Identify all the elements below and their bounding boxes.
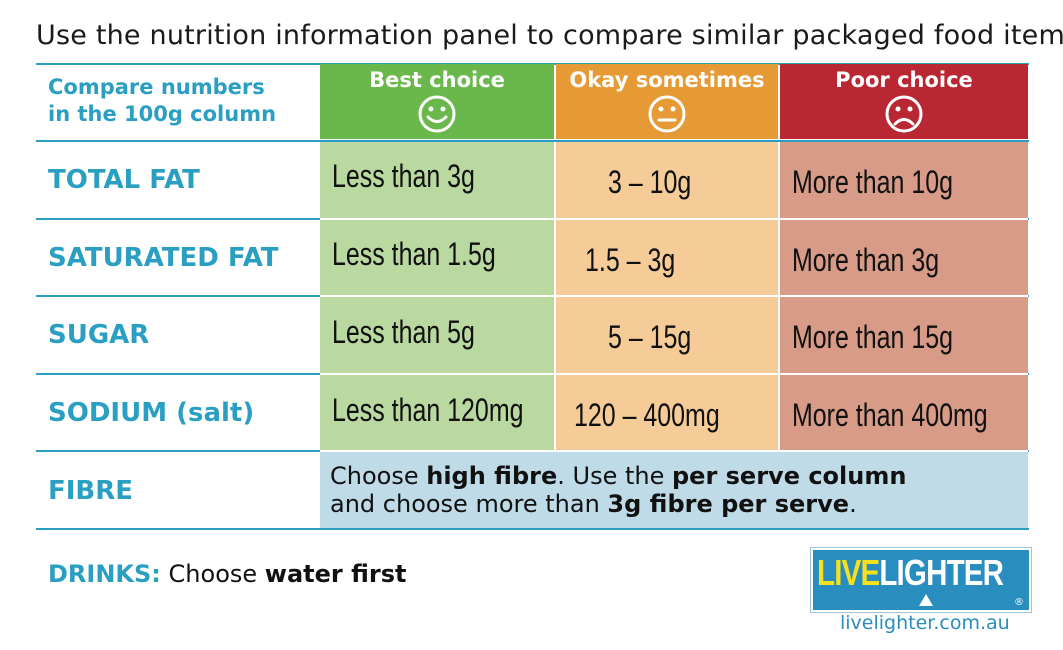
poor-choice-title: Poor choice (835, 68, 973, 92)
smile-icon (418, 95, 456, 133)
triangle-icon (919, 594, 933, 606)
cell-sugar-okay: 5 – 15g (608, 319, 692, 355)
text-span: . Use the (557, 462, 672, 490)
website-url[interactable]: livelighter.com.au (840, 612, 1010, 634)
text-span: Choose (160, 560, 265, 588)
cell-total-fat-okay: 3 – 10g (608, 164, 692, 200)
row-label-saturated-fat: SATURATED FAT (48, 243, 279, 273)
row-label-fibre: FIBRE (48, 476, 134, 506)
divider (320, 295, 1028, 297)
livelighter-logo: LIVELIGHTER ® (810, 547, 1032, 613)
divider (320, 373, 1028, 375)
neutral-face-icon (648, 95, 686, 133)
okay-sometimes-header: Okay sometimes (556, 64, 778, 139)
row-label-sugar: SUGAR (48, 320, 150, 350)
compare-header: Compare numbers in the 100g column (48, 74, 276, 128)
registered-mark: ® (1014, 597, 1024, 608)
text-span: 3g fibre per serve (607, 490, 850, 518)
divider (36, 528, 1029, 530)
text-span: and choose more than (330, 490, 608, 518)
cell-saturated-fat-best: Less than 1.5g (332, 236, 496, 272)
cell-saturated-fat-okay: 1.5 – 3g (585, 242, 676, 278)
cell-total-fat-best: Less than 3g (332, 158, 475, 194)
cell-sodium-poor: More than 400mg (792, 397, 988, 433)
cell-sodium-okay: 120 – 400mg (574, 397, 720, 433)
text-span: per serve column (672, 462, 907, 490)
logo-wordmark: LIVELIGHTER (817, 552, 1004, 594)
text-span: . (849, 490, 857, 518)
cell-sodium-best: Less than 120mg (332, 392, 524, 428)
logo-lighter: LIGHTER (879, 552, 1004, 593)
cell-sugar-best: Less than 5g (332, 314, 475, 350)
divider (36, 140, 1029, 142)
fibre-advice-line: and choose more than 3g fibre per serve. (330, 490, 906, 518)
cell-sugar-poor: More than 15g (792, 319, 953, 355)
cell-saturated-fat-poor: More than 3g (792, 242, 940, 278)
text-span: Choose (330, 462, 427, 490)
okay-sometimes-title: Okay sometimes (569, 68, 765, 92)
text-span: high fibre (426, 462, 558, 490)
row-label-sodium: SODIUM (salt) (48, 398, 255, 428)
fibre-advice-line: Choose high fibre. Use the per serve col… (330, 462, 906, 490)
fibre-advice: Choose high fibre. Use the per serve col… (330, 462, 906, 518)
row-label-total-fat: TOTAL FAT (48, 165, 200, 195)
text-span: water first (264, 560, 407, 588)
fibre-row-bg (320, 452, 1028, 528)
compare-header-line: Compare numbers (48, 75, 265, 99)
frown-icon (885, 95, 923, 133)
divider (320, 218, 1028, 220)
drinks-advice: DRINKS: Choose water first (48, 560, 406, 588)
best-choice-title: Best choice (369, 68, 505, 92)
page-heading: Use the nutrition information panel to c… (36, 20, 1063, 51)
best-choice-header: Best choice (320, 64, 554, 139)
cell-total-fat-poor: More than 10g (792, 164, 953, 200)
poor-choice-header: Poor choice (780, 64, 1028, 139)
drinks-label: DRINKS: (48, 560, 161, 588)
compare-header-line: in the 100g column (48, 102, 277, 126)
logo-live: LIVE (817, 552, 880, 593)
divider (320, 450, 1028, 452)
